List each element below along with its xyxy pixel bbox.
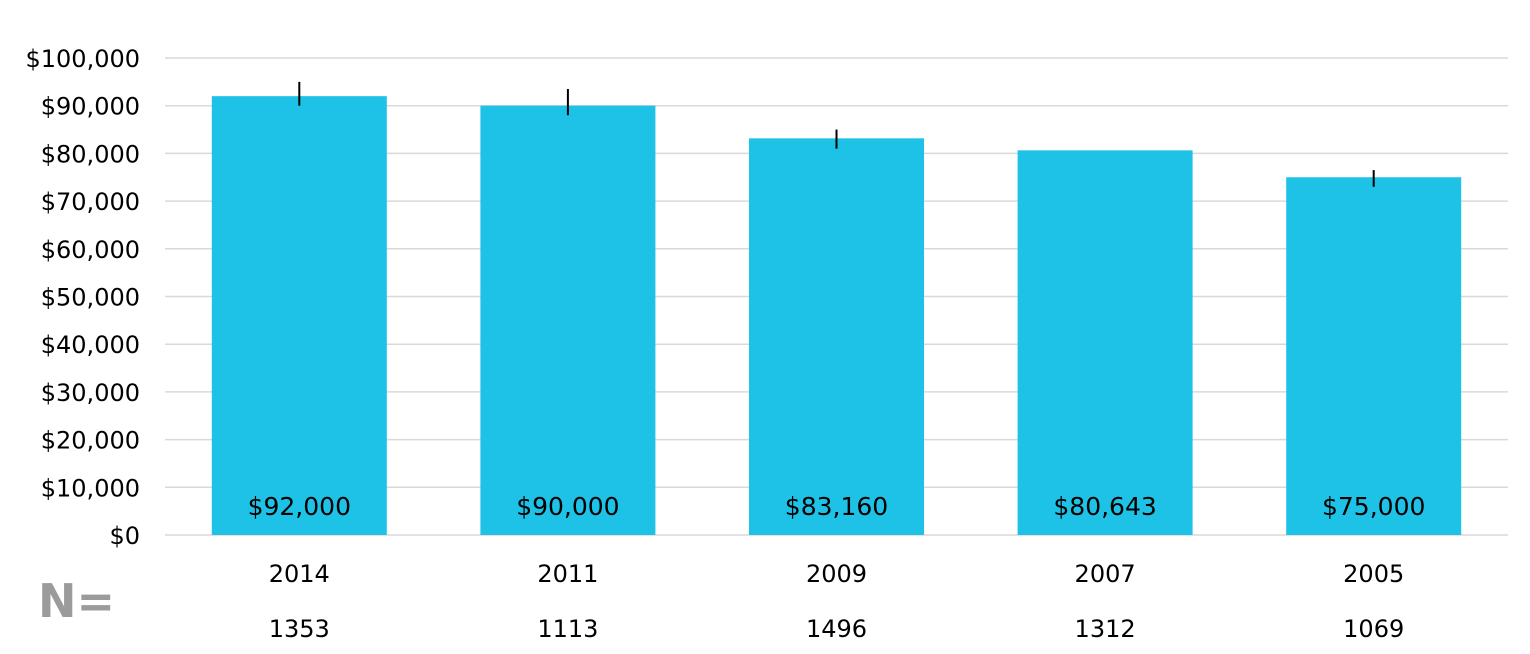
y-tick-label: $40,000 xyxy=(41,331,140,359)
bar-value-label: $90,000 xyxy=(516,492,619,521)
x-tick-label: 2009 xyxy=(806,560,867,588)
bar-value-label: $92,000 xyxy=(248,492,351,521)
bar-2014 xyxy=(211,96,387,535)
x-tick-label: 2007 xyxy=(1075,560,1136,588)
sample-size-values: 1353 1113 1496 1312 1069 xyxy=(269,615,1404,643)
y-tick-label: $60,000 xyxy=(41,236,140,264)
y-tick-label: $90,000 xyxy=(41,93,140,121)
bar-value-label: $75,000 xyxy=(1322,492,1425,521)
sample-size-value: 1113 xyxy=(537,615,598,643)
bar-data-labels: $92,000 $90,000 $83,160 $80,643 $75,000 xyxy=(248,492,1426,521)
y-tick-label: $50,000 xyxy=(41,284,140,312)
y-tick-label: $100,000 xyxy=(25,45,140,73)
bars xyxy=(211,96,1462,536)
sample-size-value: 1496 xyxy=(806,615,867,643)
error-bars xyxy=(298,81,1375,187)
bar-2005 xyxy=(1286,177,1462,535)
bar-2009 xyxy=(749,138,924,536)
sample-size-value: 1353 xyxy=(269,615,330,643)
y-tick-label: $20,000 xyxy=(41,427,140,455)
sample-size-value: 1069 xyxy=(1343,615,1404,643)
sample-size-value: 1312 xyxy=(1075,615,1136,643)
sample-size-label: N= xyxy=(38,574,116,628)
y-tick-label: $70,000 xyxy=(41,188,140,216)
x-tick-label: 2011 xyxy=(537,560,598,588)
bar-2011 xyxy=(480,105,656,535)
bar-value-label: $80,643 xyxy=(1053,492,1156,521)
x-axis-tick-labels: 2014 2011 2009 2007 2005 xyxy=(269,560,1404,588)
bar-2007 xyxy=(1017,150,1193,535)
x-tick-label: 2005 xyxy=(1343,560,1404,588)
y-tick-label: $30,000 xyxy=(41,379,140,407)
bar-value-label: $83,160 xyxy=(785,492,888,521)
y-tick-label: $10,000 xyxy=(41,474,140,502)
x-tick-label: 2014 xyxy=(269,560,330,588)
y-axis-tick-labels: $0 $10,000 $20,000 $30,000 $40,000 $50,000 $60… xyxy=(25,45,140,550)
y-tick-label: $0 xyxy=(109,522,140,550)
y-tick-label: $80,000 xyxy=(41,140,140,168)
